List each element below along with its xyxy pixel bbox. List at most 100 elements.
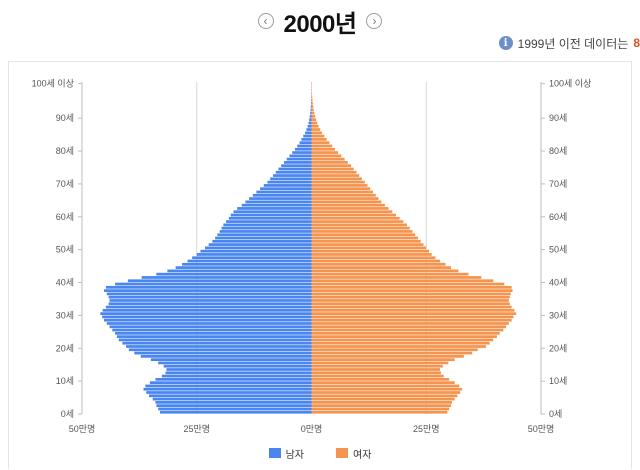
female-bar-age-57 (312, 223, 407, 226)
female-bar-age-12 (312, 371, 441, 374)
female-bar-age-40 (312, 279, 494, 282)
female-bar-age-9 (312, 381, 455, 384)
female-bar-age-34 (312, 299, 509, 302)
male-bar-age-45 (182, 263, 311, 266)
age-tick-label-right: 100세 이상 (549, 79, 591, 89)
legend-label-male: 남자 (286, 446, 304, 461)
female-bar-age-20 (312, 345, 486, 348)
female-bar-age-78 (312, 154, 342, 157)
male-bar-age-63 (242, 204, 312, 207)
value-tick-label: 50만명 (528, 424, 555, 434)
female-bar-age-17 (312, 355, 464, 358)
female-bar-age-31 (312, 309, 515, 312)
male-bar-age-78 (289, 154, 311, 157)
female-bar-age-69 (312, 184, 368, 187)
notice-accent: 8 (633, 36, 640, 50)
data-notice: i 1999년 이전 데이터는 8 (499, 34, 640, 52)
male-bar-age-26 (110, 325, 312, 328)
age-tick-label-right: 50세 (549, 245, 567, 255)
legend-swatch-female (336, 448, 348, 458)
female-bar-age-68 (312, 187, 371, 190)
legend-item-male[interactable]: 남자 (269, 445, 304, 461)
male-bar-age-44 (176, 266, 312, 269)
male-bar-age-13 (166, 368, 311, 371)
female-bar-age-60 (312, 214, 396, 217)
female-bar-age-30 (312, 312, 517, 315)
male-bar-age-84 (303, 135, 311, 138)
male-bar-age-61 (233, 210, 311, 213)
male-bar-age-34 (110, 299, 312, 302)
female-bar-age-93 (312, 105, 314, 108)
female-bar-age-5 (312, 394, 458, 397)
age-tick-label-left: 70세 (56, 179, 74, 189)
female-bar-age-50 (312, 247, 427, 250)
male-bar-age-72 (273, 174, 312, 177)
age-tick-label-left: 100세 이상 (32, 79, 74, 89)
male-bar-age-6 (146, 391, 311, 394)
female-bar-age-13 (312, 368, 441, 371)
male-bar-age-35 (109, 296, 312, 299)
female-bar-age-16 (312, 358, 455, 361)
female-bar-age-44 (312, 266, 452, 269)
female-bar-age-89 (312, 118, 317, 121)
male-bar-age-52 (212, 240, 311, 243)
legend-item-female[interactable]: 여자 (336, 445, 371, 461)
year-label: 2000년 (284, 4, 357, 39)
male-bar-age-25 (112, 329, 311, 332)
female-bar-age-59 (312, 217, 400, 220)
male-bar-age-30 (100, 312, 311, 315)
male-bar-age-51 (209, 243, 312, 246)
male-bar-age-92 (311, 108, 312, 111)
age-tick-label-right: 0세 (549, 409, 562, 419)
prev-year-button[interactable]: ‹ (258, 13, 274, 29)
female-bar-age-4 (312, 398, 455, 401)
male-bar-age-10 (155, 378, 311, 381)
male-bar-age-83 (301, 138, 311, 141)
value-tick-label: 0만명 (301, 424, 323, 434)
male-bar-age-60 (231, 214, 312, 217)
male-bar-age-32 (106, 306, 312, 309)
age-tick-label-left: 10세 (56, 376, 74, 386)
female-bar-age-55 (312, 230, 413, 233)
age-tick-label-left: 90세 (56, 113, 74, 123)
age-tick-label-left: 30세 (56, 310, 74, 320)
male-bar-age-91 (310, 112, 311, 115)
female-bar-age-70 (312, 181, 365, 184)
female-bar-age-48 (312, 253, 432, 256)
female-bar-age-88 (312, 122, 318, 125)
male-bar-age-41 (142, 276, 312, 279)
female-bar-age-18 (312, 352, 473, 355)
male-bar-age-87 (308, 125, 312, 128)
male-bar-age-29 (102, 316, 311, 319)
female-bar-age-25 (312, 329, 504, 332)
male-bar-age-82 (300, 141, 312, 144)
female-bar-age-92 (312, 108, 314, 111)
male-bar-age-70 (267, 181, 311, 184)
male-bar-age-3 (155, 401, 311, 404)
male-bar-age-50 (205, 247, 311, 250)
male-bar-age-18 (134, 352, 311, 355)
next-year-button[interactable]: › (366, 13, 382, 29)
female-bar-age-83 (312, 138, 327, 141)
female-bar-age-1 (312, 408, 450, 411)
female-bar-age-53 (312, 237, 418, 240)
male-bar-age-59 (229, 217, 312, 220)
male-bar-age-36 (107, 293, 312, 296)
female-bar-age-96 (312, 95, 313, 98)
female-bar-age-86 (312, 128, 321, 131)
male-bar-age-74 (278, 168, 311, 171)
value-tick-label: 50만명 (69, 424, 96, 434)
male-bar-age-23 (117, 335, 312, 338)
female-bar-age-3 (312, 401, 452, 404)
female-bar-age-97 (312, 92, 313, 95)
female-bar-age-81 (312, 145, 333, 148)
male-bar-age-15 (158, 362, 311, 365)
female-bar-age-26 (312, 325, 507, 328)
male-bar-age-53 (215, 237, 311, 240)
male-bar-age-62 (237, 207, 311, 210)
male-bar-age-65 (249, 197, 311, 200)
chart-legend: 남자 여자 (0, 445, 640, 461)
female-bar-age-73 (312, 171, 357, 174)
male-bar-age-24 (115, 332, 311, 335)
